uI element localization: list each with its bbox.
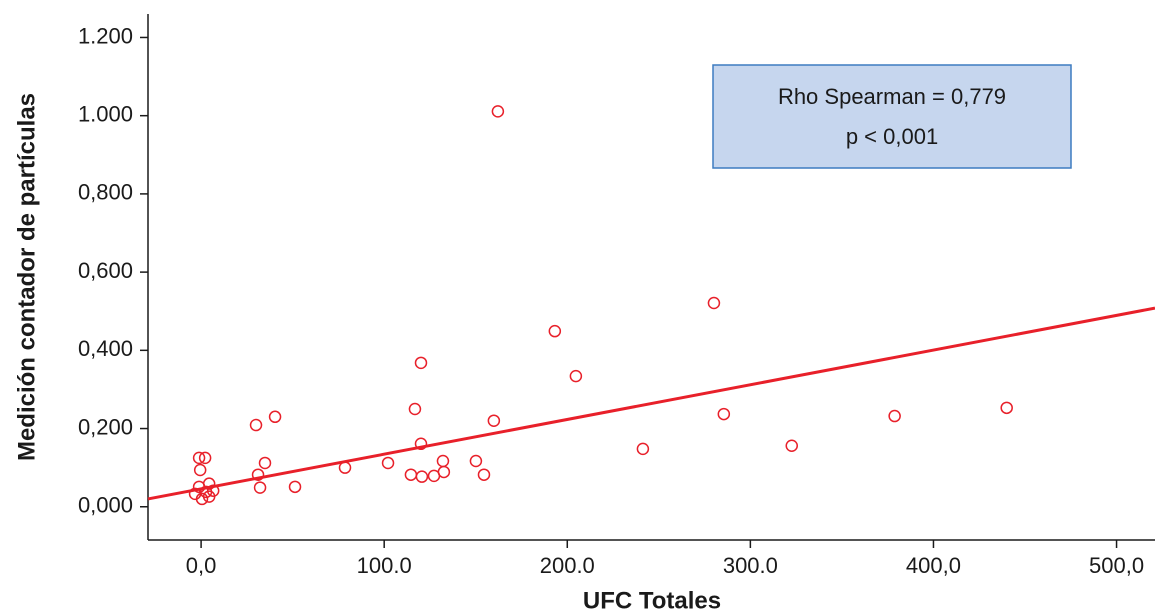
scatter-point bbox=[195, 492, 209, 506]
scatter-point bbox=[1000, 401, 1013, 415]
scatter-point bbox=[258, 456, 272, 470]
x-tick-label: 500,0 bbox=[1089, 553, 1144, 578]
scatter-point bbox=[436, 454, 450, 468]
scatter-point bbox=[206, 484, 220, 497]
y-tick-label: 1.200 bbox=[78, 23, 133, 48]
scatter-point bbox=[338, 461, 352, 474]
x-tick-label: 200.0 bbox=[540, 553, 595, 578]
scatter-point bbox=[469, 454, 483, 468]
y-axis-title: Medición contador de partículas bbox=[13, 93, 40, 461]
y-tick-label: 0,800 bbox=[78, 180, 133, 205]
scatter-point bbox=[888, 409, 901, 423]
scatter-point bbox=[414, 437, 428, 451]
scatter-point bbox=[198, 451, 212, 465]
scatter-point bbox=[477, 468, 491, 481]
scatter-point bbox=[487, 414, 501, 427]
scatter-point bbox=[381, 456, 395, 470]
x-tick-label: 400,0 bbox=[906, 553, 961, 578]
scatter-point bbox=[707, 296, 721, 310]
scatter-point bbox=[249, 418, 263, 432]
scatter-point bbox=[404, 468, 418, 481]
scatter-point bbox=[548, 324, 562, 338]
scatter-point bbox=[268, 410, 282, 424]
y-tick-label: 0,200 bbox=[78, 414, 133, 439]
scatter-point bbox=[251, 468, 265, 481]
scatter-point bbox=[192, 451, 206, 465]
scatter-point bbox=[414, 356, 428, 370]
y-tick-label: 0,600 bbox=[78, 258, 133, 283]
scatter-point bbox=[785, 439, 798, 453]
x-tick-label: 0,0 bbox=[186, 553, 217, 578]
scatter-point bbox=[717, 407, 731, 421]
x-axis-title: UFC Totales bbox=[583, 587, 721, 614]
x-tick-label: 100.0 bbox=[357, 553, 412, 578]
scatter-point bbox=[569, 369, 583, 383]
y-tick-label: 0,000 bbox=[78, 493, 133, 518]
y-tick-label: 0,400 bbox=[78, 336, 133, 361]
annotation-text: p < 0,001 bbox=[846, 124, 938, 149]
scatter-point bbox=[415, 470, 429, 483]
x-tick-label: 300.0 bbox=[723, 553, 778, 578]
annotation-box bbox=[712, 64, 1072, 169]
scatter-point bbox=[491, 105, 505, 118]
scatter-point bbox=[193, 463, 207, 477]
scatter-point bbox=[636, 442, 650, 456]
scatter-point bbox=[288, 480, 302, 494]
scatter-point bbox=[202, 477, 216, 490]
scatter-point bbox=[437, 465, 451, 479]
y-tick-label: 1.000 bbox=[78, 101, 133, 126]
annotation-text: Rho Spearman = 0,779 bbox=[778, 84, 1006, 109]
scatter-point bbox=[408, 402, 422, 416]
scatter-point bbox=[253, 481, 267, 494]
fit-line bbox=[147, 306, 1155, 501]
